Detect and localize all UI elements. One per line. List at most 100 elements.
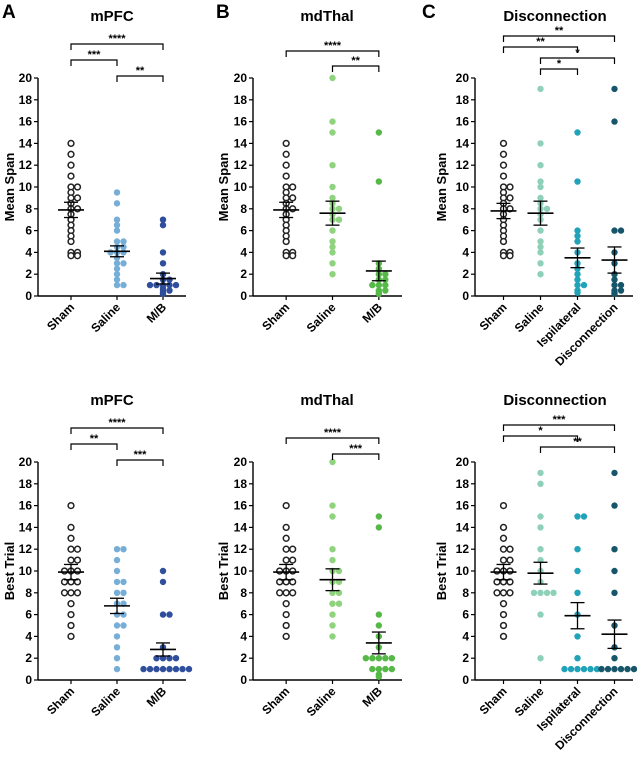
chart5-point-saline xyxy=(335,589,343,596)
chart6-point-sham xyxy=(506,567,514,575)
chart4-point-sham xyxy=(60,578,69,586)
chart3-point-saline xyxy=(537,178,544,185)
chart1-point-m-b xyxy=(166,287,173,294)
chart6-title: Disconnection xyxy=(503,392,606,409)
chart3-point-ispilateral xyxy=(574,129,581,136)
chart5-point-sham xyxy=(276,578,284,586)
chart3-y-tick-label: 2 xyxy=(462,267,469,281)
chart3-y-tick-label: 8 xyxy=(462,202,469,216)
chart4-significance-label: *** xyxy=(134,449,148,461)
chart3-y-tick-label: 10 xyxy=(456,180,470,194)
chart3-significance-bracket xyxy=(502,46,579,53)
chart1-point-saline xyxy=(107,249,114,256)
chart3-point-saline xyxy=(537,194,544,202)
chart6-point-disconnection xyxy=(611,502,618,509)
chart6-point-disconnection xyxy=(611,589,618,596)
chart1-point-sham xyxy=(73,183,82,191)
chart2-point-sham xyxy=(289,183,297,191)
chart6-point-saline xyxy=(550,589,557,596)
chart3-point-sham xyxy=(506,183,514,191)
chart2-title: mdThal xyxy=(300,8,353,25)
chart1-significance-bracket xyxy=(70,59,118,66)
chart2-y-tick-label: 12 xyxy=(234,158,248,172)
chart2-point-sham xyxy=(289,194,297,202)
chart3-point-sham xyxy=(499,172,508,180)
chart3-point-disconnection xyxy=(611,276,618,283)
chart3-significance-bracket xyxy=(502,35,616,42)
chart4-point-saline xyxy=(113,556,121,564)
chart6-significance-bracket xyxy=(502,424,616,431)
chart4-point-saline xyxy=(113,578,121,586)
chart6-point-disconnection xyxy=(611,567,618,575)
chart5-point-sham xyxy=(289,556,297,564)
chart2-significance-label: ** xyxy=(351,55,360,67)
chart6-point-saline xyxy=(537,513,544,520)
chart5-point-m-b xyxy=(375,622,383,629)
chart5-point-m-b xyxy=(375,665,383,673)
chart6-y-tick-label: 10 xyxy=(456,564,470,578)
chart4-point-sham xyxy=(73,578,82,586)
chart6-point-disconnection xyxy=(604,665,612,673)
chart6-point-ispilateral xyxy=(574,665,581,673)
chart4-point-sham xyxy=(67,600,75,608)
chart4-point-sham xyxy=(67,632,75,641)
chart3-point-sham xyxy=(499,252,508,260)
chart3-point-ispilateral xyxy=(574,227,581,234)
chart2-y-tick-label: 6 xyxy=(240,224,247,238)
chart1-significance-label: **** xyxy=(108,33,126,45)
chart5-y-tick-label: 16 xyxy=(234,499,248,513)
chart4-point-saline xyxy=(120,622,127,629)
chart5-point-sham xyxy=(282,545,290,553)
chart6-significance-label: * xyxy=(538,425,543,437)
chart5-point-saline xyxy=(329,545,336,553)
chart3-point-disconnection xyxy=(617,287,625,294)
chart4-point-saline xyxy=(113,589,121,596)
chart1-title: mPFC xyxy=(90,8,134,25)
chart1-point-m-b xyxy=(172,281,180,289)
chart4-point-sham xyxy=(73,556,82,564)
chart6-y-tick-label: 6 xyxy=(462,608,469,622)
chart2-point-m-b xyxy=(375,178,383,185)
chart4-point-sham xyxy=(73,589,82,597)
chart3-point-disconnection xyxy=(611,118,618,125)
chart4-y-tick-label: 4 xyxy=(25,629,32,643)
chart2-y-tick-label: 0 xyxy=(240,289,247,303)
chart4-point-saline xyxy=(113,633,121,640)
chart6-point-ispilateral xyxy=(574,513,581,520)
chart6-y-tick-label: 12 xyxy=(456,542,470,556)
chart4-significance-label: ** xyxy=(90,433,99,445)
chart6-y-tick-label: 16 xyxy=(456,499,470,513)
chart2-significance-bracket xyxy=(331,65,380,72)
chart4-point-sham xyxy=(60,589,69,597)
chart5-point-saline xyxy=(335,600,343,607)
chart1-point-m-b xyxy=(159,221,167,229)
chart3-significance-bracket xyxy=(539,68,579,75)
chart2-point-sham xyxy=(289,205,297,213)
chart3-point-saline xyxy=(537,140,544,147)
chart3-y-tick-label: 16 xyxy=(456,115,470,129)
chart3-point-ispilateral xyxy=(574,281,581,289)
chart6-point-ispilateral xyxy=(587,665,594,673)
chart5-point-sham xyxy=(289,589,297,597)
chart4-point-sham xyxy=(60,567,69,575)
chart1-point-sham xyxy=(67,161,75,169)
chart4-point-m-b xyxy=(153,654,160,662)
chart3-point-ispilateral xyxy=(574,276,581,283)
chart2-y-tick-label: 8 xyxy=(240,202,247,216)
chart3-point-disconnection xyxy=(611,85,618,93)
chart5-point-m-b xyxy=(375,654,383,662)
chart1-y-tick-label: 0 xyxy=(25,289,32,303)
chart1-point-saline xyxy=(113,260,121,267)
chart1-point-sham xyxy=(67,139,75,148)
chart5-point-saline xyxy=(329,556,336,564)
chart3-y-tick-label: 4 xyxy=(462,245,469,259)
chart1-x-tick-label: M/B xyxy=(144,300,170,326)
chart4-point-m-b xyxy=(172,654,180,662)
chart6-point-saline xyxy=(530,589,538,596)
chart4-point-m-b xyxy=(159,665,167,673)
chart1-point-sham xyxy=(67,252,75,260)
chart2-point-sham xyxy=(282,237,290,246)
chart1-point-saline xyxy=(113,238,121,245)
chart1-y-tick-label: 14 xyxy=(19,136,33,150)
chart5-point-sham xyxy=(289,545,297,553)
